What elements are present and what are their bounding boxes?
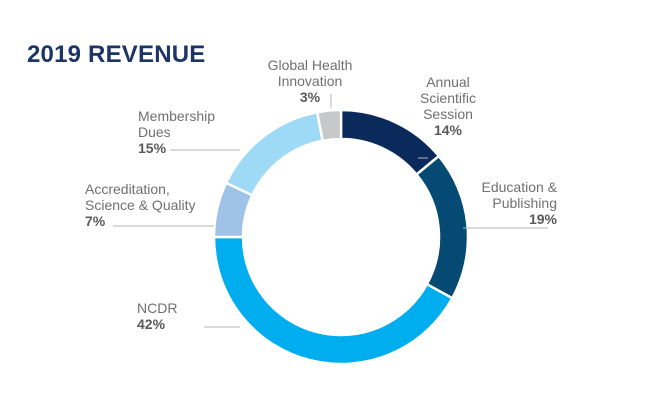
slice-value-accreditation-science-quality: 7% [85,213,106,229]
slice-value-membership-dues: 15% [138,140,167,156]
slice-label-membership-dues: Membership Dues 15% [138,108,215,156]
slice-membership-dues [224,110,325,197]
slice-education-publishing [414,154,470,300]
chart-title: 2019 REVENUE [27,41,206,68]
slice-value-global-health-innovation: 3% [300,89,321,105]
slice-label-ncdr: NCDR 42% [137,300,177,332]
slice-ncdr [212,235,454,366]
slice-label-accreditation-science-quality: Accreditation, Science & Quality 7% [85,181,196,229]
slice-value-ncdr: 42% [137,316,166,332]
slice-label-global-health-innovation: Global Health Innovation 3% [268,57,353,105]
slice-global-health-innovation [315,108,343,143]
slice-value-education-publishing: 19% [529,211,558,227]
slice-label-annual-scientific-session: Annual Scientific Session 14% [420,74,476,138]
slice-value-annual-scientific-session: 14% [434,122,463,138]
slice-label-education-publishing: Education & Publishing 19% [482,179,558,227]
